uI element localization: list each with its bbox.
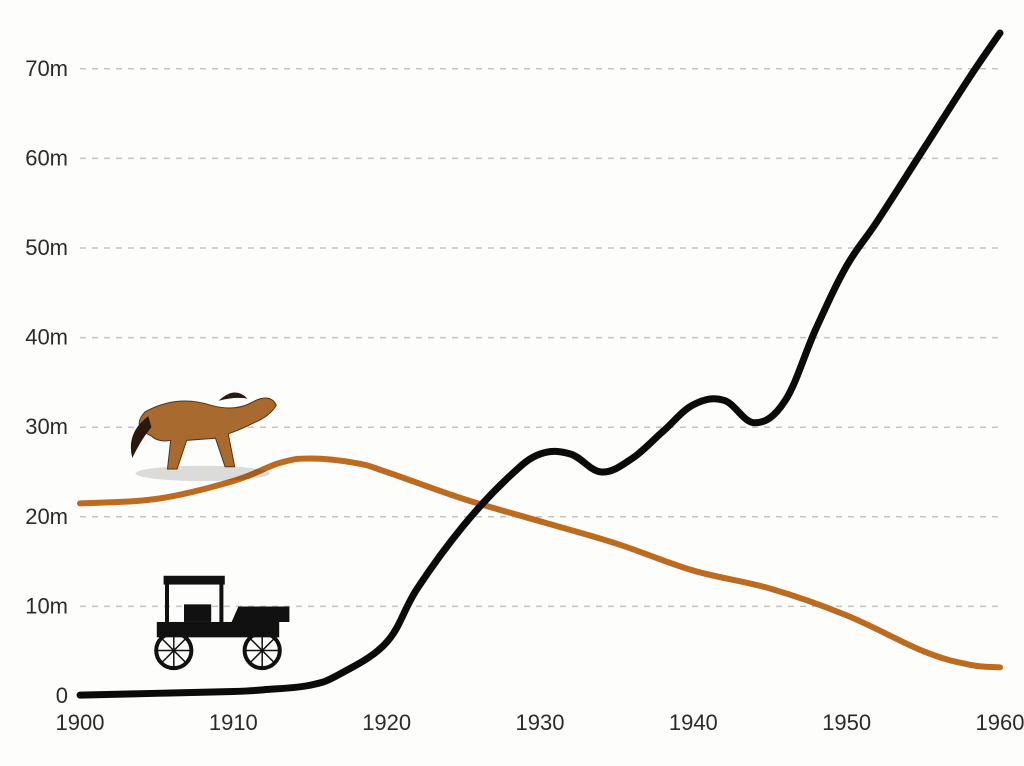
y-axis-tick-label: 30m [25, 414, 68, 439]
chart-container: 0 10m 20m 30m 40m 50m 60m 70m 1900 1910 1920 1930 19… [0, 0, 1024, 766]
y-axis-tick-label: 0 [56, 683, 68, 708]
y-axis-tick-label: 70m [25, 56, 68, 81]
x-axis-tick-label: 1960 [976, 710, 1024, 735]
x-axis-tick-label: 1950 [822, 710, 871, 735]
x-axis-tick-label: 1910 [209, 710, 258, 735]
line-chart: 0 10m 20m 30m 40m 50m 60m 70m 1900 1910 1920 1930 19… [0, 0, 1024, 766]
x-axis-tick-label: 1940 [669, 710, 718, 735]
y-axis-tick-label: 60m [25, 145, 68, 170]
x-axis-tick-label: 1930 [516, 710, 565, 735]
x-axis-tick-label: 1900 [56, 710, 105, 735]
y-axis-tick-label: 50m [25, 235, 68, 260]
y-axis-tick-label: 10m [25, 593, 68, 618]
y-axis-tick-label: 20m [25, 504, 68, 529]
x-axis-tick-label: 1920 [362, 710, 411, 735]
y-axis-tick-label: 40m [25, 325, 68, 350]
